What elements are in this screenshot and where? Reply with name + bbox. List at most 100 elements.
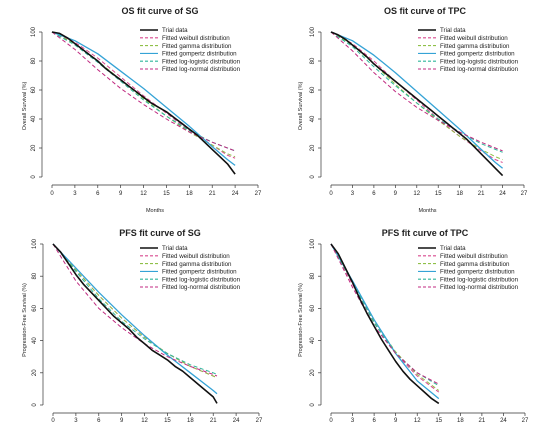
y-tick-label: 0 bbox=[310, 403, 316, 407]
y-tick-label: 0 bbox=[31, 175, 37, 179]
y-tick-label: 100 bbox=[32, 238, 38, 249]
y-tick-label: 40 bbox=[310, 337, 316, 344]
y-axis-label: Progression-Free Survival (%) bbox=[298, 283, 304, 357]
x-tick-label: 3 bbox=[351, 191, 355, 197]
series-line-fit-1 bbox=[330, 31, 503, 163]
x-tick-label: 24 bbox=[233, 418, 240, 424]
chart-title: PFS fit curve of SG bbox=[119, 228, 201, 238]
x-tick-label: 24 bbox=[232, 191, 239, 197]
legend-label: Fitted gamma distribution bbox=[162, 43, 232, 50]
legend-label: Fitted gompertz distribution bbox=[162, 269, 237, 276]
y-axis-label: Progression-Free Survival (%) bbox=[22, 283, 28, 357]
series-line-fit-3 bbox=[330, 31, 504, 169]
legend-label: Fitted gamma distribution bbox=[440, 43, 510, 50]
y-tick-label: 80 bbox=[310, 57, 316, 64]
x-tick-label: 15 bbox=[435, 418, 442, 424]
x-tick-label: 21 bbox=[209, 191, 216, 197]
x-tick-label: 27 bbox=[256, 418, 263, 424]
y-axis-label: Overall Survival (%) bbox=[298, 82, 304, 131]
x-tick-label: 15 bbox=[163, 191, 170, 197]
legend-label: Fitted gompertz distribution bbox=[440, 269, 515, 276]
x-axis-label: Months bbox=[146, 208, 164, 214]
x-tick-label: 0 bbox=[50, 191, 54, 197]
x-tick-label: 0 bbox=[51, 418, 55, 424]
y-tick-label: 60 bbox=[31, 86, 37, 93]
series-line-trial-data bbox=[330, 243, 440, 405]
y-tick-label: 20 bbox=[32, 369, 38, 376]
series-line-fit-2 bbox=[330, 243, 440, 391]
y-tick-label: 80 bbox=[32, 272, 38, 279]
x-tick-label: 18 bbox=[456, 191, 463, 197]
legend-label: Trial data bbox=[440, 245, 466, 252]
x-tick-label: 15 bbox=[435, 191, 442, 197]
x-tick-label: 12 bbox=[413, 191, 420, 197]
legend-label: Fitted log-normal distribution bbox=[440, 284, 519, 291]
y-axis-label: Overall Survival (%) bbox=[22, 82, 28, 131]
x-tick-label: 21 bbox=[210, 418, 217, 424]
x-tick-label: 24 bbox=[499, 191, 506, 197]
chart-panel-4: PFS fit curve of TPC020406080100Progress… bbox=[298, 228, 529, 424]
series-line-fit-5 bbox=[330, 243, 440, 385]
x-tick-label: 0 bbox=[329, 191, 333, 197]
y-tick-label: 60 bbox=[310, 86, 316, 93]
legend-label: Fitted gamma distribution bbox=[162, 261, 232, 268]
chart-title: OS fit curve of TPC bbox=[384, 6, 467, 16]
x-tick-label: 6 bbox=[372, 418, 376, 424]
x-tick-label: 12 bbox=[141, 418, 148, 424]
x-axis: 0 3 6 9 12 15 18 21 24 27 bbox=[329, 184, 528, 197]
series-line-fit-4 bbox=[52, 243, 218, 375]
x-tick-label: 9 bbox=[119, 191, 123, 197]
y-tick-label: 40 bbox=[31, 115, 37, 122]
legend-label: Fitted log-logistic distribution bbox=[440, 276, 519, 283]
series-line-fit-1 bbox=[330, 243, 440, 393]
legend-label: Fitted weibull distribution bbox=[162, 253, 230, 260]
y-axis: 0 20 40 60 80 100 bbox=[32, 238, 44, 407]
y-axis: 0 20 40 60 80 100 bbox=[310, 26, 322, 179]
series-line-fit-5 bbox=[330, 31, 503, 152]
x-tick-label: 9 bbox=[394, 191, 398, 197]
legend-label: Fitted weibull distribution bbox=[440, 35, 508, 42]
legend-label: Fitted log-logistic distribution bbox=[440, 58, 519, 65]
chart-title: PFS fit curve of TPC bbox=[382, 228, 469, 238]
y-tick-label: 80 bbox=[310, 272, 316, 279]
y-tick-label: 40 bbox=[310, 115, 316, 122]
y-tick-label: 60 bbox=[32, 304, 38, 311]
x-tick-label: 18 bbox=[187, 418, 194, 424]
legend-label: Fitted log-normal distribution bbox=[162, 66, 241, 73]
legend-label: Fitted weibull distribution bbox=[162, 35, 230, 42]
x-tick-label: 27 bbox=[522, 418, 529, 424]
y-axis: 0 20 40 60 80 100 bbox=[310, 238, 322, 407]
x-tick-label: 9 bbox=[120, 418, 124, 424]
y-tick-label: 40 bbox=[32, 337, 38, 344]
x-tick-label: 18 bbox=[186, 191, 193, 197]
x-tick-label: 27 bbox=[521, 191, 528, 197]
series-line-fit-5 bbox=[51, 31, 236, 152]
legend-label: Trial data bbox=[162, 245, 188, 252]
x-axis: 0 3 6 9 12 15 18 21 24 27 bbox=[329, 412, 529, 424]
y-tick-label: 20 bbox=[310, 144, 316, 151]
series-line-fit-3 bbox=[51, 31, 236, 166]
series-line-fit-4 bbox=[330, 243, 440, 387]
x-tick-label: 12 bbox=[140, 191, 147, 197]
x-tick-label: 3 bbox=[73, 191, 77, 197]
legend-label: Fitted log-normal distribution bbox=[162, 284, 241, 291]
legend-label: Fitted log-logistic distribution bbox=[162, 58, 241, 65]
x-tick-label: 24 bbox=[500, 418, 507, 424]
chart-title: OS fit curve of SG bbox=[121, 6, 198, 16]
x-tick-label: 3 bbox=[351, 418, 355, 424]
x-axis: 0 3 6 9 12 15 18 21 24 27 bbox=[51, 412, 263, 424]
legend-label: Fitted log-normal distribution bbox=[440, 66, 519, 73]
y-tick-label: 100 bbox=[310, 26, 316, 37]
legend-label: Fitted log-logistic distribution bbox=[162, 276, 241, 283]
x-tick-label: 27 bbox=[255, 191, 262, 197]
x-axis: 0 3 6 9 12 15 18 21 24 27 bbox=[50, 184, 262, 197]
y-tick-label: 100 bbox=[310, 238, 316, 249]
x-tick-label: 0 bbox=[329, 418, 333, 424]
legend-label: Fitted gompertz distribution bbox=[162, 51, 237, 58]
legend-label: Fitted gamma distribution bbox=[440, 261, 510, 268]
